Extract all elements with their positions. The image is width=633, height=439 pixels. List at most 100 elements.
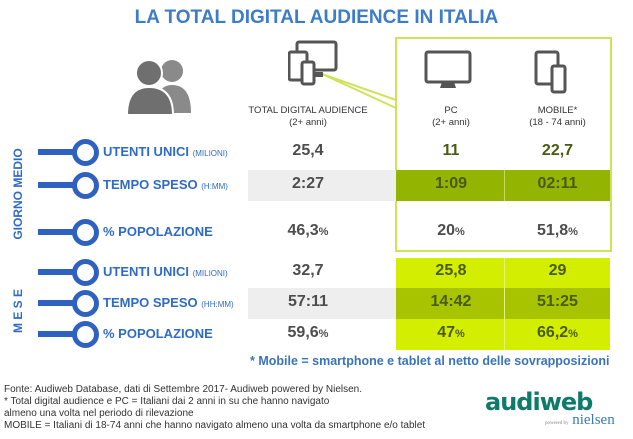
row-ring-icon [72,321,99,348]
value-cell: 51:25 [505,293,610,311]
value: 46,3 [287,222,319,239]
column-sub: (2+ anni) [432,117,470,128]
row-band [248,170,396,201]
row-label: UTENTI UNICI (MILIONI) [103,264,228,279]
value: 51,8 [537,222,569,239]
column-header-mobile: MOBILE* (18 - 74 anni) [505,105,610,129]
pc-mobile-frame [395,37,612,252]
row-unit: (HH:MM) [201,300,234,309]
value-cell: 57:11 [248,293,368,311]
row-label-text: TEMPO SPESO [103,177,198,192]
column-sub: (2+ anni) [289,117,327,128]
audiweb-logo: audiweb powered by nielsen [485,388,615,428]
section-label-giorno-medio: GIORNO MEDIO [11,148,25,240]
value: 66,2 [537,324,569,341]
logo-powered: powered by [545,421,569,426]
row-ring-icon [72,259,99,286]
page-title: LA TOTAL DIGITAL AUDIENCE IN ITALIA [134,7,499,28]
row-ring-icon [72,219,99,246]
row-connector-bar [38,300,78,306]
value-suffix: % [455,328,465,340]
connector-lines [321,73,397,109]
value-cell: 59,6% [248,324,368,342]
value: 2:27 [291,175,325,192]
row-label: UTENTI UNICI (MILIONI) [103,144,228,159]
value-cell: 14:42 [398,293,504,311]
footer-line: * Total digital audience e PC = Italiani… [4,396,330,407]
value-suffix: % [318,226,329,238]
column-label: PC [444,105,458,116]
value-cell: 47% [398,324,504,342]
row-label: % POPOLAZIONE [103,224,213,239]
value: 32,7 [292,262,324,279]
value-suffix: % [568,328,578,340]
monitor-icon [424,50,472,88]
pc-mobile-band [396,319,610,350]
value: 22,7 [541,142,574,159]
value-suffix: % [318,328,329,340]
value-cell: 29 [505,262,610,280]
value: 11 [442,142,460,159]
footer-line: almeno una volta nel periodo di rilevazi… [4,408,194,419]
column-label: MOBILE* [537,105,578,116]
users-icon [125,59,191,115]
value: 47 [437,324,455,341]
value: 29 [548,262,567,279]
pc-mobile-band [396,288,610,319]
value-cell: 25,8 [398,262,504,280]
footer-line: MOBILE = Italiani di 18-74 anni che hann… [4,420,426,431]
row-connector-bar [38,331,78,337]
tablet-phone-icon [534,50,567,94]
row-label-text: % POPOLAZIONE [103,326,213,341]
value-cell: 25,4 [248,142,368,160]
row-unit: (H:MM) [201,182,228,191]
row-unit: (MILIONI) [192,269,228,278]
value-cell: 66,2% [505,324,610,342]
row-label-text: UTENTI UNICI [103,144,189,159]
pc-mobile-band-day-time [396,170,610,201]
row-ring-icon [72,139,99,166]
section-label-mese: M E S E [11,289,25,334]
row-unit: (MILIONI) [192,149,228,158]
value-suffix: % [455,226,465,238]
row-ring-icon [72,290,99,317]
value-cell: 51,8% [505,222,610,240]
value-cell: 20% [398,222,504,240]
value: 20 [437,222,455,239]
row-label: % POPOLAZIONE [103,326,213,341]
pc-mobile-band [396,258,610,288]
row-band [248,288,396,319]
value-cell: 22,7 [505,142,610,160]
value-cell: 1:09 [398,175,504,193]
footer-line: Fonte: Audiweb Database, dati di Settemb… [4,384,362,395]
row-label: TEMPO SPESO (HH:MM) [103,295,234,310]
value-cell: 02:11 [505,175,610,193]
value: 51:25 [537,293,578,310]
value-cell: 32,7 [248,262,368,280]
value: 57:11 [287,293,329,310]
row-label-text: % POPOLAZIONE [103,224,213,239]
row-label-text: TEMPO SPESO [103,295,198,310]
row-connector-bar [38,229,78,235]
row-connector-bar [38,269,78,275]
row-ring-icon [72,172,99,199]
logo-brand: nielsen [572,412,615,428]
value: 1:09 [434,175,468,192]
row-label-text: UTENTI UNICI [103,264,189,279]
row-connector-bar [38,149,78,155]
multi-device-icon [288,40,338,86]
value-suffix: % [568,226,578,238]
value-cell: 11 [398,142,504,160]
column-label: TOTAL DIGITAL AUDIENCE [248,105,368,116]
footer-notes: Fonte: Audiweb Database, dati di Settemb… [4,384,425,432]
column-header-total: TOTAL DIGITAL AUDIENCE (2+ anni) [248,105,368,129]
value: 25,4 [292,142,324,159]
mobile-note: * Mobile = smartphone e tablet al netto … [250,354,610,368]
column-sub: (18 - 74 anni) [529,117,586,128]
value-cell: 2:27 [248,175,368,193]
value: 02:11 [537,175,578,192]
row-connector-bar [38,182,78,188]
row-label: TEMPO SPESO (H:MM) [103,177,228,192]
value: 25,8 [435,262,467,279]
